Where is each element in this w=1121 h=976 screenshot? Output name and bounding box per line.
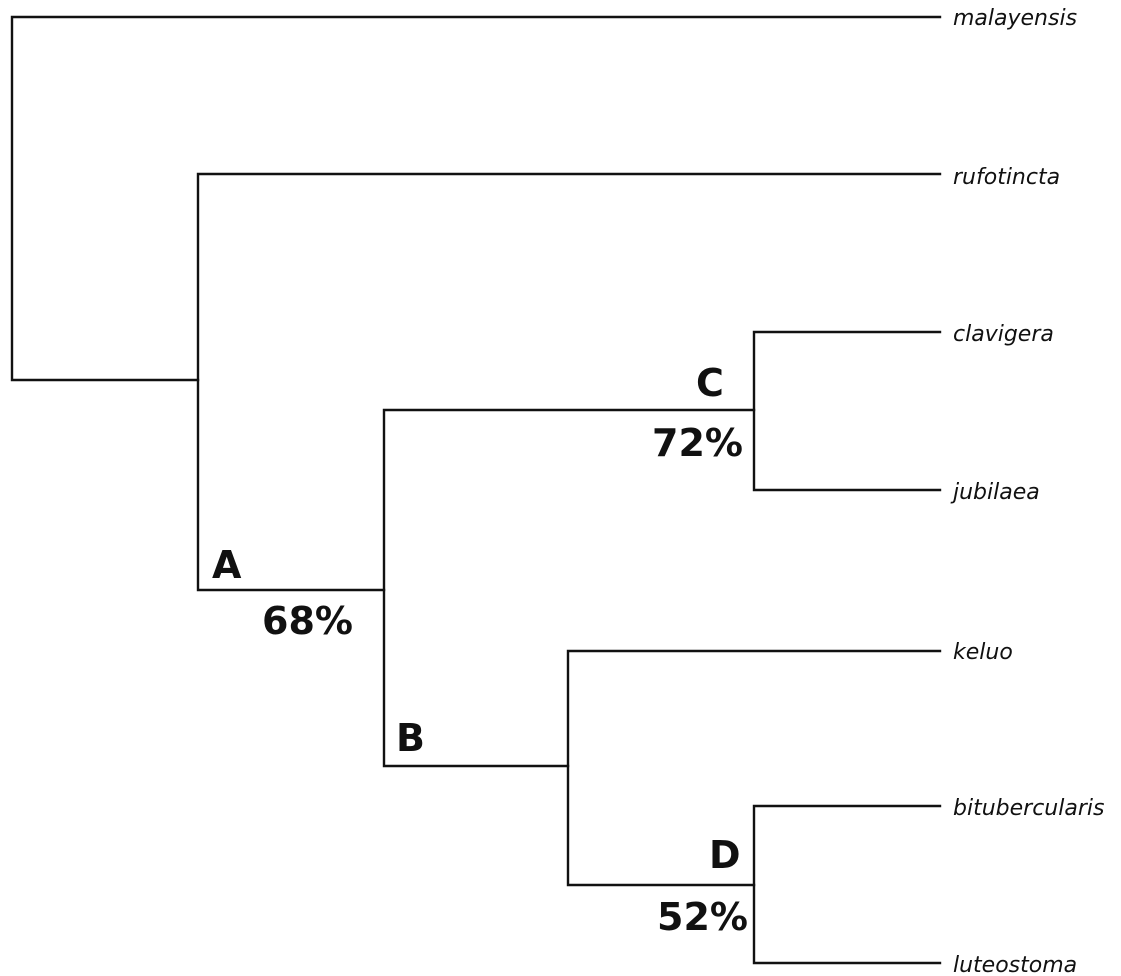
branch-node-b [566,649,942,887]
taxon-label-malayensis: malayensis [953,6,1077,31]
taxon-label-jubilaea: jubilaea [950,480,1040,505]
taxon-label-bituberculaim: bitubercularis [953,796,1104,821]
support-value-d: 52% [657,895,748,939]
branch-root [10,15,942,382]
node-label-b: B [396,716,425,760]
branch-node-a [382,408,756,768]
branch-node-d [752,804,942,965]
taxon-label-keluo: keluo [953,640,1013,665]
node-label-a: A [212,543,242,587]
branch-node-c [752,330,942,492]
taxon-label-clavigera: clavigera [953,322,1054,347]
node-label-d: D [709,833,741,877]
branch-rufotincta [196,172,942,592]
support-value-c: 72% [652,421,743,465]
node-label-c: C [696,361,724,405]
taxon-label-rufotincta: rufotincta [953,165,1060,190]
taxon-label-luteostoma: luteostoma [953,953,1077,976]
support-value-a: 68% [262,599,353,643]
